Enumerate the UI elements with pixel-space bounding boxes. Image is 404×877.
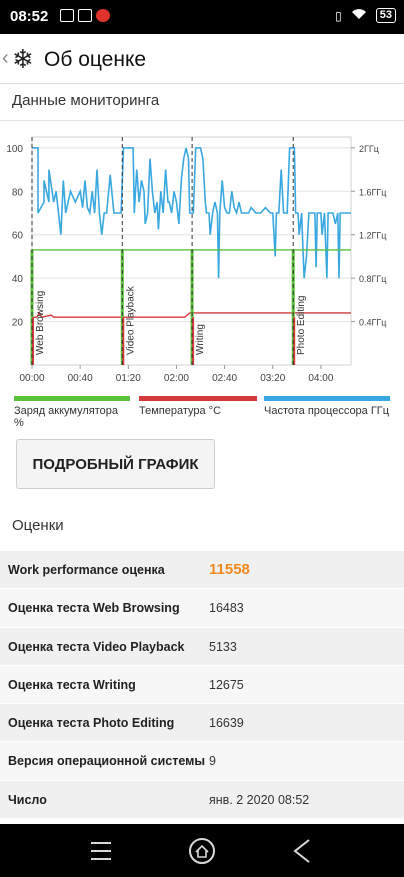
row-label: Число — [8, 792, 47, 807]
chart-legend: Заряд аккумулятора % Температура °C Част… — [14, 396, 390, 429]
wifi-icon — [351, 8, 367, 23]
page-title: Об оценке — [44, 48, 147, 71]
table-row: Оценка теста Web Browsing 16483 — [0, 589, 404, 628]
y-right-tick-label: 1.2ГГц — [359, 231, 386, 241]
table-row: Work performance оценка 11558 — [0, 551, 404, 590]
x-tick-label: 03:20 — [260, 373, 285, 384]
row-value: 16639 — [209, 716, 244, 731]
battery-icon: 53 — [375, 8, 396, 23]
legend-item-cpu-frequency: Частота процессора ГГц — [264, 396, 390, 417]
vibrate-icon: ▯ — [335, 8, 342, 23]
test-marker-label: Web Browsing — [35, 291, 46, 355]
legend-item-battery: Заряд аккумулятора % — [14, 396, 130, 429]
app-notification-icon — [96, 9, 110, 22]
y-left-tick-label: 40 — [12, 274, 24, 285]
message-notification-icon — [78, 9, 92, 22]
y-left-tick-label: 20 — [12, 318, 24, 329]
y-right-tick-label: 1.6ГГц — [359, 187, 386, 197]
y-right-tick-label: 2ГГц — [359, 144, 379, 154]
row-label: Оценка теста Video Playback — [8, 639, 185, 654]
test-marker-label: Writing — [195, 324, 206, 355]
y-left-tick-label: 100 — [6, 144, 23, 155]
legend-label: Температура °C — [139, 405, 222, 417]
status-bar: 08:52 ▯ 53 — [0, 0, 404, 34]
row-value: 5133 — [209, 639, 237, 654]
app-header: ‹ ❄ Об оценке — [0, 34, 404, 84]
monitoring-chart: 100 80 60 40 20 2ГГц 1.6ГГц 1.2ГГц 0.8ГГц 0.4ГГц 0… — [6, 136, 386, 384]
scores-title: Оценки — [12, 517, 64, 534]
row-value: 16483 — [209, 601, 244, 616]
scores-table: Work performance оценка 11558 Оценка тес… — [0, 551, 404, 820]
x-tick-label: 02:00 — [164, 373, 189, 384]
status-time: 08:52 — [10, 8, 49, 25]
divider — [0, 120, 404, 121]
legend-label: Заряд аккумулятора % — [14, 405, 119, 429]
table-row: Оценка теста Photo Editing 16639 — [0, 704, 404, 743]
table-row: Число янв. 2 2020 08:52 — [0, 780, 404, 820]
legend-item-temperature: Температура °C — [139, 396, 257, 417]
y-left-tick-label: 60 — [12, 231, 24, 242]
content-card: Данные мониторинга 100 80 60 40 20 2ГГц 1.6ГГц… — [0, 84, 404, 824]
x-tick-label: 04:00 — [308, 373, 333, 384]
row-label: Оценка теста Writing — [8, 677, 136, 692]
detailed-chart-button[interactable]: ПОДРОБНЫЙ ГРАФИК — [16, 439, 215, 489]
row-label: Оценка теста Photo Editing — [8, 716, 175, 731]
row-label: Версия операционной системы — [8, 754, 206, 769]
back-icon[interactable] — [287, 836, 317, 866]
x-tick-label: 00:40 — [68, 373, 93, 384]
work-performance-score: 11558 — [209, 561, 250, 578]
test-marker-label: Video Playback — [125, 285, 136, 355]
row-label: Work performance оценка — [8, 563, 165, 577]
table-row: Версия операционной системы 9 — [0, 742, 404, 781]
battery-level: 53 — [379, 9, 392, 21]
table-row: Оценка теста Video Playback 5133 — [0, 627, 404, 666]
row-value: 12675 — [209, 677, 244, 692]
menu-icon[interactable] — [86, 836, 116, 866]
temperature-series-line — [32, 311, 351, 318]
home-icon[interactable] — [187, 836, 217, 866]
legend-label: Частота процессора ГГц — [264, 405, 390, 417]
chevron-left-icon[interactable]: ‹ — [2, 47, 9, 69]
y-left-tick-label: 80 — [12, 187, 24, 198]
table-row: Оценка теста Writing 12675 — [0, 665, 404, 705]
x-tick-label: 00:00 — [19, 373, 44, 384]
y-right-tick-label: 0.8ГГц — [359, 274, 386, 284]
x-tick-label: 02:40 — [212, 373, 237, 384]
monitoring-title: Данные мониторинга — [12, 92, 160, 109]
row-label: Оценка теста Web Browsing — [8, 601, 180, 616]
image-notification-icon — [60, 9, 74, 22]
test-marker-label: Photo Editing — [296, 296, 307, 356]
row-value: 9 — [209, 754, 216, 769]
row-value: янв. 2 2020 08:52 — [209, 792, 310, 807]
cpu-frequency-series-line — [32, 147, 351, 279]
y-right-tick-label: 0.4ГГц — [359, 318, 386, 328]
snowflake-icon: ❄ — [12, 44, 34, 74]
x-tick-label: 01:20 — [116, 373, 141, 384]
navigation-bar — [0, 824, 404, 877]
